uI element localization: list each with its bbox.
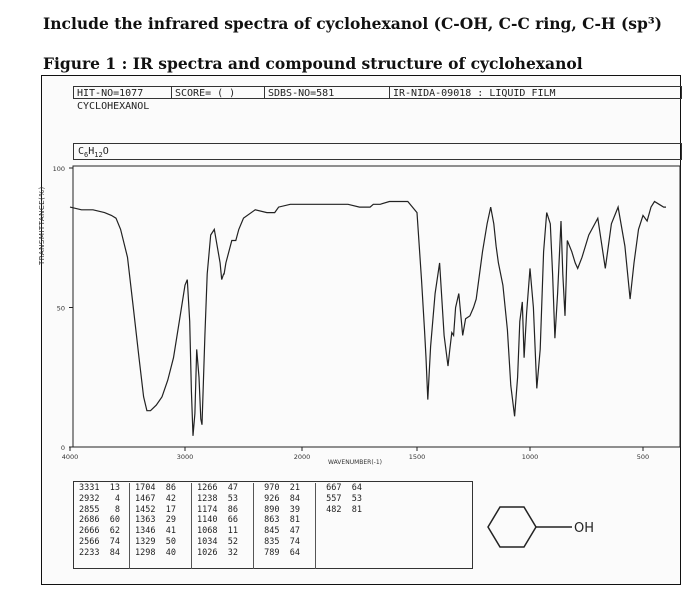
- peak-row: 926 84: [259, 493, 300, 504]
- peak-row: 845 47: [259, 526, 300, 537]
- peak-row: 1452 17: [135, 504, 176, 515]
- peak-row: 1174 86: [197, 504, 238, 515]
- peak-column-1: 3331 13 2932 4 2855 8 2686 60 2666 62 2566 74…: [79, 483, 120, 559]
- peak-column-divider: [129, 483, 130, 569]
- figure-caption: Figure 1 : IR spectra and compound struc…: [43, 54, 583, 73]
- peak-row: 2666 62: [79, 526, 120, 537]
- peak-table: [73, 481, 473, 569]
- peak-row: 557 53: [321, 493, 362, 504]
- score: SCORE= ( ): [171, 86, 265, 99]
- oh-label: OH: [574, 521, 594, 536]
- peak-row: 835 74: [259, 536, 300, 547]
- peak-row: 1704 86: [135, 483, 176, 493]
- cyclohexane-ring: [487, 506, 537, 548]
- peak-row: 2932 4: [79, 493, 120, 504]
- peak-row: 1467 42: [135, 493, 176, 504]
- peak-row: 1238 53: [197, 493, 238, 504]
- peak-row: 1346 41: [135, 526, 176, 537]
- peak-row: 482 81: [321, 504, 362, 515]
- peak-row: 1026 32: [197, 547, 238, 558]
- hit-no: HIT-NO=1077: [73, 86, 172, 99]
- peak-column-2: 1704 86 1467 42 1452 17 1363 29 1346 41 1329 …: [135, 483, 176, 559]
- peak-column-divider: [191, 483, 192, 569]
- peak-row: 1034 52: [197, 536, 238, 547]
- peak-row: 2686 60: [79, 515, 120, 526]
- peak-row: 863 81: [259, 515, 300, 526]
- question-text: Include the infrared spectra of cyclohex…: [43, 14, 662, 33]
- cyclohexanol-structure: OH: [487, 506, 594, 548]
- peak-row: 2233 84: [79, 547, 120, 558]
- peak-column-divider: [315, 483, 316, 569]
- sdbs-no: SDBS-NO=581: [264, 86, 390, 99]
- peak-row: 1140 66: [197, 515, 238, 526]
- peak-row: 1329 50: [135, 536, 176, 547]
- peak-column-4: 970 21 926 84 890 39 863 81 845 47 835 7…: [259, 483, 300, 559]
- peak-row: 1266 47: [197, 483, 238, 493]
- peak-row: 789 64: [259, 547, 300, 558]
- peak-row: 1068 11: [197, 526, 238, 537]
- peak-column-5: 667 64 557 53 482 81: [321, 483, 362, 515]
- y-axis-label: TRANSMITTANCE(%): [38, 186, 46, 265]
- peak-row: 2855 8: [79, 504, 120, 515]
- peak-row: 970 21: [259, 483, 300, 493]
- peak-row: 890 39: [259, 504, 300, 515]
- peak-row: 1363 29: [135, 515, 176, 526]
- spectrum-header: HIT-NO=1077 SCORE= ( ) SDBS-NO=581 IR-NI…: [73, 86, 683, 100]
- peak-row: 2566 74: [79, 536, 120, 547]
- molecular-formula: C6H12O: [73, 143, 682, 160]
- peak-row: 1298 40: [135, 547, 176, 558]
- peak-row: 3331 13: [79, 483, 120, 493]
- compound-name: CYCLOHEXANOL: [77, 101, 150, 112]
- ir-nida: IR-NIDA-09018 : LIQUID FILM: [389, 86, 682, 99]
- peak-column-divider: [253, 483, 254, 569]
- peak-row: 667 64: [321, 483, 362, 493]
- peak-column-3: 1266 47 1238 53 1174 86 1140 66 1068 11 1034 …: [197, 483, 238, 559]
